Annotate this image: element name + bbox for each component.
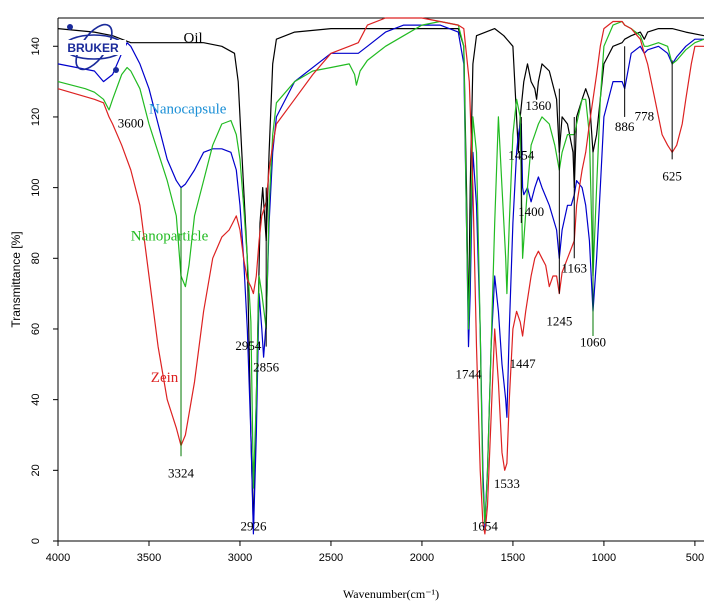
y-tick-label: 20 bbox=[30, 464, 42, 476]
peak-label: 2856 bbox=[253, 359, 280, 374]
x-axis-title: Wavenumber(cm⁻¹) bbox=[343, 587, 439, 601]
y-tick-label: 80 bbox=[30, 252, 42, 264]
y-tick-label: 100 bbox=[30, 178, 42, 196]
x-axis-title-text: Wavenumber(cm⁻¹) bbox=[343, 587, 439, 601]
peak-label: 1245 bbox=[546, 313, 572, 328]
peak-label: 1447 bbox=[510, 356, 537, 371]
series-label-zein: Zein bbox=[151, 370, 179, 386]
peak-label: 1163 bbox=[561, 260, 587, 275]
y-axis-title: Transmittance [%] bbox=[9, 231, 23, 327]
peak-label: 3600 bbox=[118, 116, 144, 131]
x-tick-label: 500 bbox=[686, 552, 704, 564]
y-tick-label: 140 bbox=[30, 37, 42, 55]
axes: 4000 3500 3000 2500 2000 1500 1000 500 0 20 40 60 80… bbox=[30, 17, 704, 564]
series-line-zein bbox=[57, 17, 704, 535]
peak-label: 1654 bbox=[472, 518, 499, 533]
x-tick-label: 1500 bbox=[501, 552, 525, 564]
x-tick-label: 3000 bbox=[228, 552, 252, 564]
y-tick-label: 40 bbox=[30, 394, 42, 406]
peak-label: 3324 bbox=[168, 465, 195, 480]
peak-label: 2954 bbox=[235, 338, 262, 353]
peak-label: 1400 bbox=[518, 204, 544, 219]
peak-label: 1360 bbox=[525, 98, 551, 113]
peak-label: 1744 bbox=[456, 366, 483, 381]
peak-label: 1060 bbox=[580, 335, 606, 350]
series-layer bbox=[57, 17, 704, 535]
series-label-oil: Oil bbox=[184, 31, 203, 47]
series-line-oil bbox=[57, 28, 704, 528]
y-tick-label: 0 bbox=[30, 538, 42, 544]
x-tick-label: 2500 bbox=[319, 552, 343, 564]
peak-label: 1533 bbox=[494, 476, 520, 491]
labels-layer: Oil Nanocapsule Nanoparticle Zein 3600 3324 29… bbox=[118, 31, 682, 534]
peak-label: 2926 bbox=[240, 518, 267, 533]
series-label-nanoparticle: Nanoparticle bbox=[131, 229, 209, 245]
x-tick-label: 4000 bbox=[46, 552, 70, 564]
x-tick-label: 2000 bbox=[410, 552, 434, 564]
logo-text: BRUKER bbox=[67, 41, 119, 55]
y-tick-label: 60 bbox=[30, 323, 42, 335]
bruker-logo: BRUKER bbox=[60, 23, 126, 73]
peak-label: 625 bbox=[662, 169, 682, 184]
peak-markers bbox=[180, 46, 673, 457]
series-line-nanoparticle bbox=[57, 20, 704, 524]
series-label-nanocapsule: Nanocapsule bbox=[149, 101, 227, 117]
peak-label: 1454 bbox=[508, 147, 535, 162]
x-tick-label: 3500 bbox=[137, 552, 161, 564]
peak-label: 886 bbox=[615, 119, 635, 134]
x-tick-label: 1000 bbox=[592, 552, 616, 564]
peak-label: 778 bbox=[635, 108, 655, 123]
y-tick-label: 120 bbox=[30, 108, 42, 126]
